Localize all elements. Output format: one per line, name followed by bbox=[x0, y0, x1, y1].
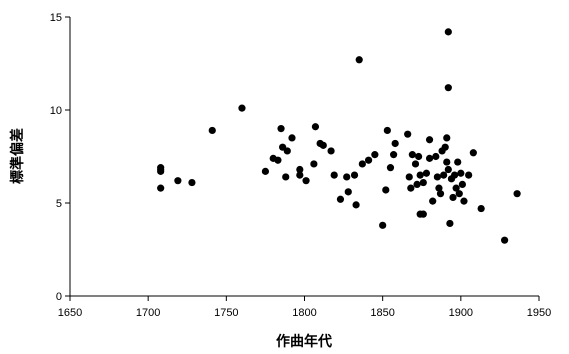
data-point bbox=[352, 201, 360, 209]
x-tick-label: 1650 bbox=[58, 307, 82, 319]
data-point bbox=[157, 167, 165, 175]
data-point bbox=[327, 147, 335, 155]
data-point bbox=[469, 149, 477, 157]
data-point bbox=[455, 190, 463, 198]
data-point bbox=[283, 147, 291, 155]
data-point bbox=[458, 180, 466, 188]
x-axis-title: 作曲年代 bbox=[276, 333, 332, 350]
data-point bbox=[288, 134, 296, 142]
data-point bbox=[386, 164, 395, 172]
data-point bbox=[407, 184, 415, 192]
y-axis-title: 標準偏差 bbox=[9, 128, 26, 184]
data-point bbox=[444, 84, 452, 92]
data-point bbox=[390, 151, 398, 159]
data-point bbox=[358, 160, 366, 168]
data-point bbox=[443, 158, 451, 166]
y-tick-group: 0 5 10 15 bbox=[50, 12, 70, 303]
data-point bbox=[411, 160, 420, 168]
data-point bbox=[330, 171, 338, 179]
data-point bbox=[364, 156, 373, 164]
y-tick-label: 15 bbox=[50, 12, 62, 24]
plot-area: 1650 1700 1750 1800 1850 1900 1950 0 5 10 15 bbox=[50, 12, 551, 319]
data-point bbox=[238, 104, 246, 112]
data-point bbox=[446, 219, 454, 228]
data-point bbox=[302, 177, 310, 185]
data-point bbox=[350, 171, 359, 179]
data-point bbox=[174, 177, 182, 185]
data-point bbox=[444, 165, 452, 174]
data-point bbox=[449, 193, 457, 202]
data-point bbox=[382, 186, 390, 194]
data-point bbox=[296, 171, 304, 179]
data-point bbox=[157, 184, 165, 192]
data-point bbox=[413, 180, 421, 188]
data-point bbox=[477, 204, 485, 213]
data-point bbox=[429, 197, 437, 205]
data-point bbox=[383, 126, 391, 135]
data-point bbox=[416, 171, 424, 179]
data-point bbox=[379, 221, 387, 229]
data-point bbox=[355, 56, 363, 64]
data-point bbox=[460, 197, 468, 205]
data-point bbox=[433, 173, 441, 181]
data-point bbox=[274, 156, 282, 164]
data-point bbox=[425, 136, 434, 144]
x-tick-label: 1700 bbox=[136, 307, 160, 319]
data-point bbox=[277, 125, 285, 133]
data-point bbox=[296, 165, 304, 174]
data-point bbox=[261, 167, 270, 175]
data-point bbox=[501, 236, 509, 244]
data-point bbox=[419, 210, 427, 218]
data-point bbox=[450, 171, 459, 179]
y-tick-label: 10 bbox=[50, 105, 62, 117]
data-point bbox=[311, 123, 320, 131]
y-tick-label: 5 bbox=[56, 198, 62, 210]
data-point bbox=[310, 160, 318, 168]
data-point bbox=[282, 173, 290, 181]
data-points bbox=[157, 28, 521, 244]
data-point bbox=[319, 141, 327, 149]
data-point bbox=[336, 195, 345, 203]
data-point bbox=[452, 184, 460, 192]
x-tick-group: 1650 1700 1750 1800 1850 1900 1950 bbox=[58, 296, 551, 319]
x-tick-label: 1850 bbox=[370, 307, 394, 319]
data-point bbox=[432, 152, 440, 161]
x-tick-label: 1900 bbox=[449, 307, 473, 319]
data-point bbox=[344, 188, 352, 196]
data-point bbox=[405, 173, 413, 181]
data-point bbox=[440, 171, 448, 179]
data-point bbox=[436, 190, 445, 198]
data-point bbox=[208, 126, 216, 135]
data-point bbox=[443, 134, 451, 142]
data-point bbox=[444, 28, 452, 36]
data-point bbox=[419, 178, 427, 187]
x-tick-label: 1750 bbox=[214, 307, 238, 319]
x-tick-label: 1800 bbox=[292, 307, 316, 319]
data-point bbox=[465, 171, 473, 179]
data-point bbox=[371, 151, 379, 159]
data-point bbox=[404, 130, 412, 138]
data-point bbox=[435, 184, 443, 192]
x-tick-label: 1950 bbox=[527, 307, 551, 319]
data-point bbox=[457, 169, 465, 177]
data-point bbox=[408, 151, 416, 159]
data-point bbox=[454, 158, 462, 166]
data-point bbox=[513, 190, 521, 198]
y-tick-label: 0 bbox=[56, 291, 62, 303]
data-point bbox=[422, 169, 431, 177]
data-point bbox=[188, 178, 196, 187]
data-point bbox=[391, 139, 399, 148]
data-point bbox=[415, 152, 423, 161]
data-point bbox=[343, 173, 351, 181]
data-point bbox=[441, 143, 449, 151]
data-point bbox=[425, 154, 434, 162]
